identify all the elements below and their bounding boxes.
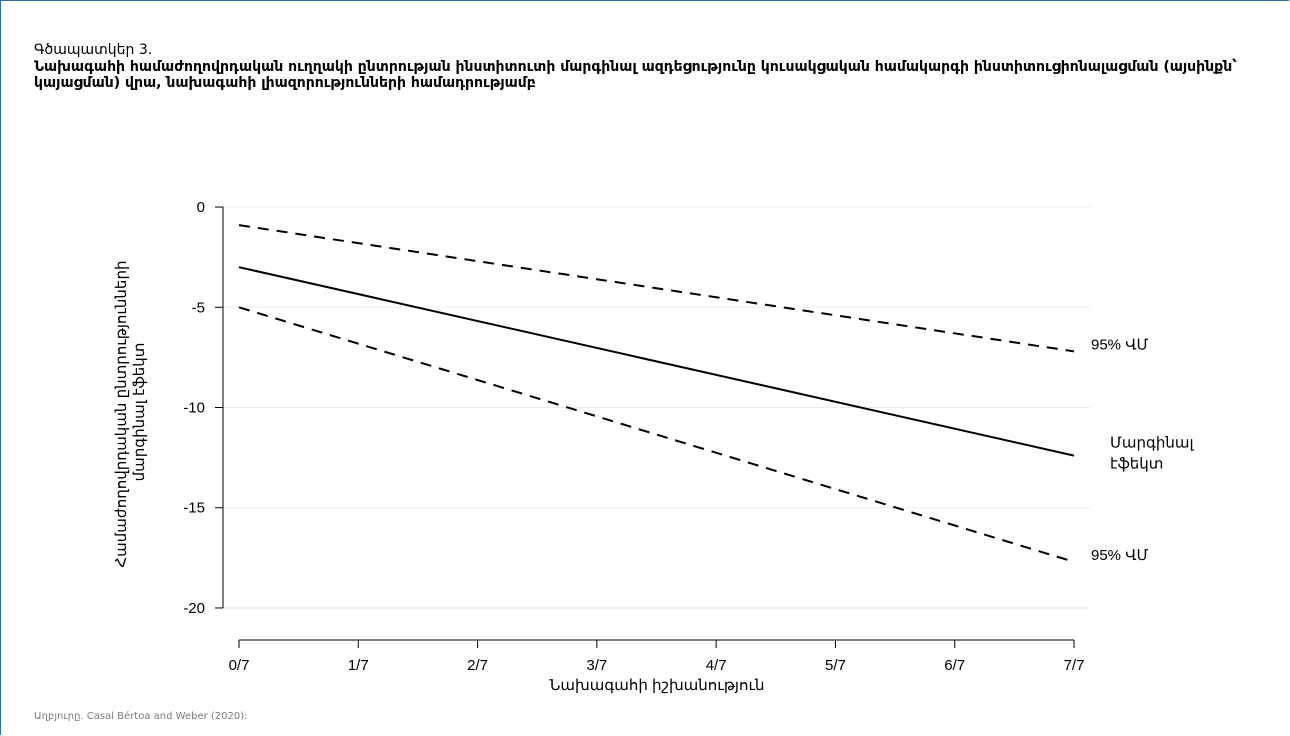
grid-layer xyxy=(223,206,1090,609)
ci-line xyxy=(238,224,1075,353)
figure-title: Նախագահի համաժողովրդական ուղղակի ընտրութ… xyxy=(34,59,1237,91)
y-axis-title-line-2: մարգինալ էֆեկտ xyxy=(131,343,148,482)
x-tick-label: 7/7 xyxy=(1064,657,1085,674)
x-tick-label: 2/7 xyxy=(467,657,488,674)
series-layer xyxy=(238,224,1075,563)
series-label: 95% ՎՄ xyxy=(1091,336,1148,353)
x-tick-label: 6/7 xyxy=(944,657,965,674)
x-tick-label: 1/7 xyxy=(348,657,369,674)
y-tick-label: -20 xyxy=(183,600,205,617)
source-note: Աղբյուրը. Casal Bértoa and Weber (2020): xyxy=(34,711,248,722)
y-tick-label: 0 xyxy=(197,199,205,216)
x-tick-label: 5/7 xyxy=(825,657,846,674)
label-layer: 95% ՎՄ Մարգինալ էֆեկտ 95% ՎՄ xyxy=(1091,336,1194,563)
y-axis-title: Համաժողովրդական ընտրությունների մարգինալ… xyxy=(113,256,148,567)
y-tick-label: -15 xyxy=(183,500,205,517)
y-tick-label: -5 xyxy=(192,299,205,316)
figure-label: Գծապատկեր 3. xyxy=(34,42,153,58)
series-label: Մարգինալ էֆեկտ xyxy=(1110,435,1194,473)
series-label: 95% ՎՄ xyxy=(1091,547,1148,564)
x-tick-label: 3/7 xyxy=(586,657,607,674)
x-tick-label: 0/7 xyxy=(229,657,250,674)
y-axis-title-line-1: Համաժողովրդական ընտրությունների xyxy=(113,261,130,568)
axis-layer: 0 -5 -10 -15 -20 0/7 1/7 2/7 3/7 4/7 5/7 6/7 7/7 xyxy=(183,199,1084,674)
x-tick-label: 4/7 xyxy=(706,657,727,674)
marginal-effect-line xyxy=(238,266,1075,457)
x-axis-title: Նախագահի իշխանություն xyxy=(549,677,764,694)
y-tick-label: -10 xyxy=(183,400,205,417)
ci-line xyxy=(238,306,1075,563)
